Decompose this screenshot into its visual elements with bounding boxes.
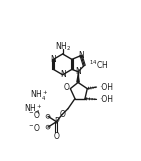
Polygon shape (76, 72, 80, 82)
Text: $^{14}$CH: $^{14}$CH (89, 59, 108, 71)
Text: O: O (54, 132, 59, 141)
Text: N: N (50, 55, 56, 64)
Text: N: N (75, 67, 81, 76)
Text: NH$_2$: NH$_2$ (55, 40, 71, 52)
Text: ·OH: ·OH (99, 95, 113, 104)
Text: $^-$O: $^-$O (27, 109, 41, 120)
Text: ·OH: ·OH (99, 83, 113, 92)
Text: P: P (54, 117, 59, 126)
Text: N: N (78, 51, 84, 60)
Text: O: O (60, 110, 66, 119)
Text: N: N (60, 70, 66, 79)
Text: $^-$O: $^-$O (27, 122, 41, 133)
Text: NH$_4^+$: NH$_4^+$ (24, 103, 43, 117)
Text: O: O (64, 83, 69, 92)
Text: NH$_4^+$: NH$_4^+$ (30, 89, 49, 103)
